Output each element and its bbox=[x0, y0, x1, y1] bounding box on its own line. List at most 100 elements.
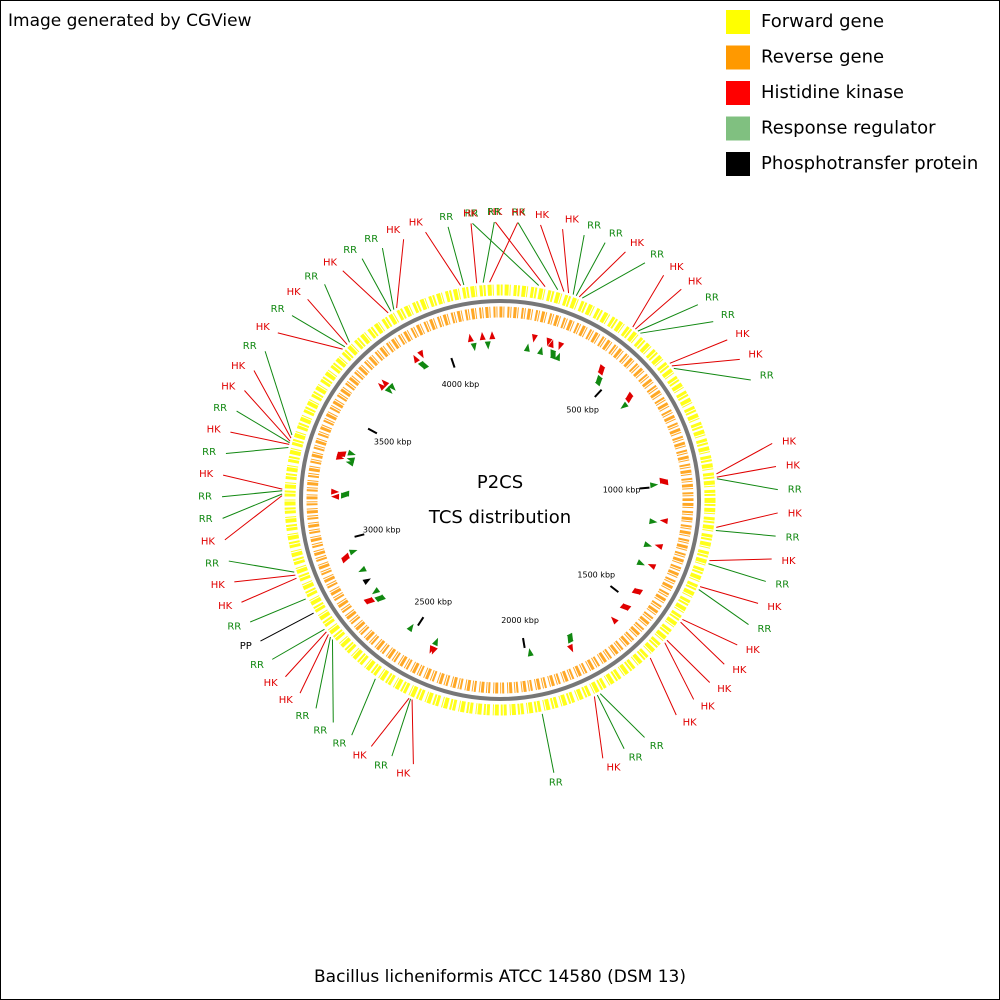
feature-label: RR bbox=[343, 245, 357, 256]
feature-marker bbox=[467, 333, 474, 343]
legend-swatch bbox=[726, 152, 750, 176]
ruler-label: 500 kbp bbox=[566, 406, 599, 415]
feature-label: HK bbox=[683, 718, 698, 729]
ruler-label: 1500 kbp bbox=[577, 570, 615, 579]
feature-label: HK bbox=[218, 601, 233, 612]
feature-connector bbox=[682, 618, 738, 646]
feature-marker bbox=[384, 386, 393, 394]
ruler-label: 3000 kbp bbox=[363, 525, 401, 534]
feature-label: RR bbox=[465, 208, 479, 219]
feature-connector bbox=[236, 410, 290, 444]
feature-connector bbox=[494, 221, 546, 288]
feature-label: RR bbox=[775, 579, 789, 590]
feature-connector bbox=[228, 560, 295, 573]
feature-marker bbox=[341, 557, 350, 564]
feature-connector bbox=[277, 332, 343, 350]
map-subtitle: TCS distribution bbox=[428, 507, 571, 528]
feature-marker bbox=[422, 361, 430, 370]
feature-connector bbox=[351, 678, 376, 736]
feature-label: RR bbox=[705, 293, 719, 304]
feature-marker bbox=[631, 587, 641, 595]
feature-label: RR bbox=[650, 249, 664, 260]
feature-label: HK bbox=[287, 287, 302, 298]
feature-connector bbox=[593, 696, 604, 759]
feature-marker bbox=[336, 451, 345, 458]
feature-marker bbox=[429, 645, 436, 654]
feature-label: HK bbox=[535, 210, 550, 221]
feature-marker bbox=[363, 597, 372, 605]
feature-label: HK bbox=[201, 536, 216, 547]
feature-marker bbox=[348, 549, 358, 556]
feature-marker bbox=[625, 391, 634, 400]
feature-label: HK bbox=[717, 684, 732, 695]
feature-label: HK bbox=[264, 678, 279, 689]
feature-label: RR bbox=[313, 725, 327, 736]
legend-swatch bbox=[726, 45, 750, 70]
feature-marker bbox=[659, 518, 669, 525]
feature-label: PP bbox=[240, 641, 252, 652]
feature-connector bbox=[225, 446, 289, 454]
feature-connector bbox=[244, 390, 291, 442]
feature-connector bbox=[222, 493, 283, 519]
feature-label: RR bbox=[721, 310, 735, 321]
feature-connector bbox=[285, 631, 327, 678]
feature-label: HK bbox=[488, 207, 503, 218]
feature-connector bbox=[470, 223, 478, 284]
feature-connector bbox=[315, 636, 331, 709]
feature-connector bbox=[640, 321, 714, 334]
feature-connector bbox=[482, 221, 495, 283]
feature-marker bbox=[489, 331, 496, 340]
feature-marker bbox=[623, 603, 632, 612]
legend-swatch bbox=[726, 116, 750, 141]
feature-label: HK bbox=[323, 257, 338, 268]
feature-label: RR bbox=[629, 753, 643, 764]
feature-marker bbox=[598, 364, 606, 373]
feature-connector bbox=[223, 474, 283, 490]
feature-connector bbox=[540, 224, 565, 292]
feature-connector bbox=[517, 222, 559, 291]
ruler-tick bbox=[609, 585, 619, 593]
feature-marker bbox=[523, 343, 530, 352]
feature-connector bbox=[669, 339, 728, 364]
feature-connector bbox=[234, 574, 296, 583]
feature-connector bbox=[291, 315, 346, 348]
feature-connector bbox=[575, 242, 606, 296]
feature-label: HK bbox=[565, 214, 580, 225]
feature-label: RR bbox=[788, 484, 802, 495]
feature-connector bbox=[370, 697, 410, 747]
feature-label: HK bbox=[688, 277, 703, 288]
legend-label: Reverse gene bbox=[761, 47, 884, 68]
feature-marker bbox=[374, 594, 383, 603]
ruler-label: 3500 kbp bbox=[374, 437, 412, 446]
feature-marker bbox=[341, 490, 350, 497]
feature-marker bbox=[346, 457, 356, 464]
feature-connector bbox=[307, 298, 348, 345]
feature-connector bbox=[664, 642, 695, 700]
feature-label: RR bbox=[760, 371, 774, 382]
feature-marker bbox=[634, 588, 644, 596]
feature-marker bbox=[527, 648, 534, 657]
feature-connector bbox=[361, 258, 392, 312]
legend-swatch bbox=[726, 10, 750, 34]
feature-marker bbox=[358, 565, 367, 573]
feature-label: RR bbox=[609, 228, 623, 239]
ruler-tick bbox=[367, 427, 378, 435]
feature-label: RR bbox=[332, 739, 346, 750]
feature-label: HK bbox=[701, 702, 716, 713]
feature-marker bbox=[388, 382, 396, 391]
backbone bbox=[299, 299, 701, 701]
feature-connector bbox=[715, 530, 776, 537]
feature-connector bbox=[716, 465, 777, 478]
feature-connector bbox=[342, 270, 389, 314]
feature-marker bbox=[660, 479, 669, 486]
feature-label: HK bbox=[463, 209, 478, 220]
feature-label: HK bbox=[409, 218, 424, 229]
feature-label: HK bbox=[231, 361, 246, 372]
feature-connector bbox=[253, 370, 292, 439]
feature-marker bbox=[597, 367, 605, 376]
feature-label: RR bbox=[786, 532, 800, 543]
feature-label: RR bbox=[439, 212, 453, 223]
feature-marker bbox=[594, 378, 603, 387]
